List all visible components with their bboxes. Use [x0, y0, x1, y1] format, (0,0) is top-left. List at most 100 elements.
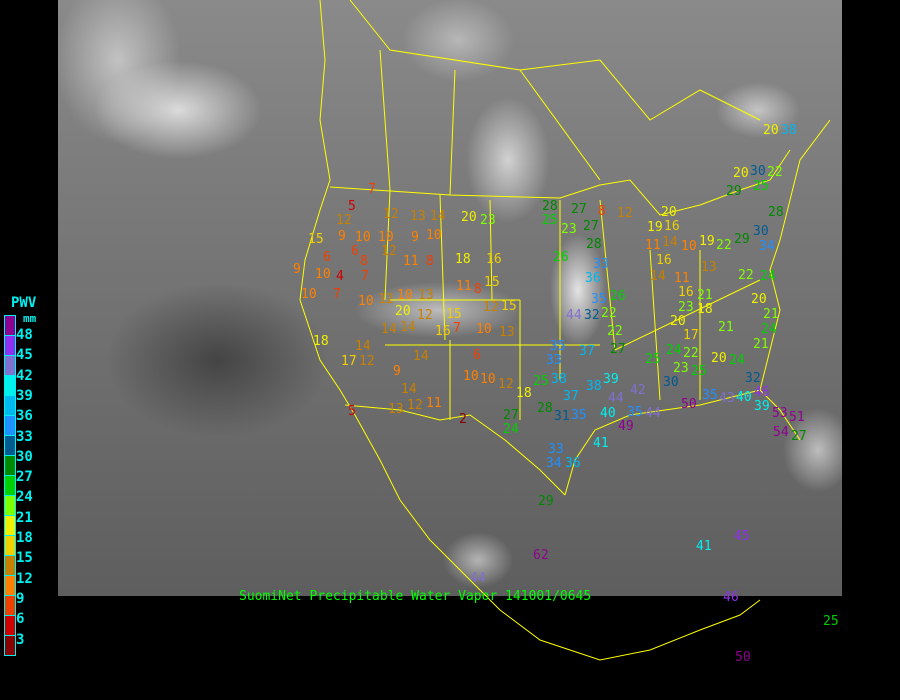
- station-pwv-value: 39: [754, 399, 770, 414]
- station-pwv-value: 27: [610, 342, 626, 357]
- station-pwv-value: 20: [670, 314, 686, 329]
- station-pwv-value: 20: [763, 123, 779, 138]
- station-pwv-value: 35: [550, 339, 566, 354]
- station-pwv-value: 24: [503, 422, 519, 437]
- color-scale-bar: [4, 315, 16, 656]
- station-pwv-value: 36: [565, 456, 581, 471]
- station-pwv-value: 14: [401, 382, 417, 397]
- station-pwv-value: 12: [336, 213, 352, 228]
- station-pwv-value: 11: [674, 271, 690, 286]
- station-pwv-value: 45: [734, 529, 750, 544]
- station-pwv-value: 12: [617, 206, 633, 221]
- legend-tick-label: 36: [16, 408, 33, 425]
- station-pwv-value: 13: [388, 402, 404, 417]
- station-pwv-value: 12: [381, 244, 397, 259]
- station-pwv-value: 37: [579, 344, 595, 359]
- station-pwv-value: 38: [551, 372, 567, 387]
- station-pwv-value: 14: [381, 322, 397, 337]
- station-pwv-value: 7: [368, 182, 376, 197]
- legend-tick-label: 12: [16, 570, 33, 587]
- station-pwv-value: 24: [666, 343, 682, 358]
- station-pwv-value: 12: [407, 398, 423, 413]
- station-pwv-value: 8: [426, 254, 434, 269]
- station-pwv-value: 6: [473, 348, 481, 363]
- station-pwv-value: 14: [430, 209, 446, 224]
- station-pwv-value: 25: [691, 364, 707, 379]
- us-canada-border: [329, 149, 791, 216]
- station-pwv-value: 44: [608, 391, 624, 406]
- legend-swatch: [5, 376, 15, 396]
- legend-tick-label: 27: [16, 469, 33, 486]
- station-pwv-value: 23: [678, 300, 694, 315]
- station-pwv-value: 46: [754, 385, 770, 400]
- station-pwv-value: 34: [759, 239, 775, 254]
- legend-swatch: [5, 316, 15, 336]
- legend-unit: mm: [23, 312, 37, 325]
- station-pwv-value: 10: [301, 287, 317, 302]
- station-pwv-value: 5: [348, 199, 356, 214]
- station-pwv-value: 54: [773, 425, 789, 440]
- station-pwv-value: 18: [697, 302, 713, 317]
- station-pwv-value: 29: [726, 184, 742, 199]
- station-pwv-value: 11: [426, 396, 442, 411]
- station-pwv-value: 11: [403, 254, 419, 269]
- station-pwv-value: 42: [630, 383, 646, 398]
- station-pwv-value: 4: [336, 269, 344, 284]
- station-pwv-value: 25: [823, 614, 839, 629]
- station-pwv-value: 26: [553, 250, 569, 265]
- station-pwv-value: 30: [753, 224, 769, 239]
- legend-tick-label: 42: [16, 367, 33, 384]
- station-pwv-value: 12: [378, 292, 394, 307]
- station-pwv-value: 8: [598, 204, 606, 219]
- station-pwv-value: 23: [561, 222, 577, 237]
- station-pwv-value: 24: [761, 322, 777, 337]
- station-pwv-value: 5: [348, 404, 356, 419]
- station-pwv-value: 11: [645, 238, 661, 253]
- station-pwv-value: 44: [470, 571, 486, 586]
- station-pwv-value: 36: [585, 271, 601, 286]
- legend-swatch: [5, 496, 15, 516]
- station-pwv-value: 27: [571, 202, 587, 217]
- station-pwv-value: 16: [486, 252, 502, 267]
- station-pwv-value: 10: [397, 288, 413, 303]
- station-pwv-value: 33: [593, 257, 609, 272]
- west-coastline: [299, 0, 761, 661]
- station-pwv-value: 6: [323, 250, 331, 265]
- legend-swatch: [5, 436, 15, 456]
- state-lines: [349, 0, 761, 420]
- station-pwv-value: 9: [393, 364, 401, 379]
- legend-tick-label: 6: [16, 611, 25, 628]
- station-pwv-value: 27: [583, 219, 599, 234]
- us-mexico-border: [344, 404, 566, 496]
- station-pwv-value: 14: [400, 320, 416, 335]
- legend-tick-label: 24: [16, 489, 33, 506]
- station-pwv-value: 10: [315, 267, 331, 282]
- legend-swatch: [5, 536, 15, 556]
- station-pwv-value: 25: [542, 213, 558, 228]
- legend-swatch: [5, 576, 15, 596]
- east-coast: [759, 119, 831, 391]
- legend-tick-label: 45: [16, 347, 33, 364]
- station-pwv-value: 37: [563, 389, 579, 404]
- station-pwv-value: 21: [753, 337, 769, 352]
- station-pwv-value: 8: [360, 254, 368, 269]
- station-pwv-value: 15: [501, 299, 517, 314]
- station-pwv-value: 25: [533, 374, 549, 389]
- station-pwv-value: 11: [456, 279, 472, 294]
- station-pwv-value: 38: [781, 123, 797, 138]
- station-pwv-value: 50: [735, 650, 751, 665]
- legend-swatch: [5, 356, 15, 376]
- station-pwv-value: 23: [480, 213, 496, 228]
- legend-swatch: [5, 456, 15, 476]
- gulf-coast: [564, 389, 801, 496]
- station-pwv-value: 15: [484, 275, 500, 290]
- legend-swatch: [5, 556, 15, 576]
- station-pwv-value: 20: [711, 351, 727, 366]
- legend-tick-label: 3: [16, 631, 25, 648]
- station-pwv-value: 22: [738, 268, 754, 283]
- station-pwv-value: 10: [426, 228, 442, 243]
- station-pwv-value: 16: [664, 219, 680, 234]
- station-pwv-value: 20: [395, 304, 411, 319]
- station-pwv-value: 32: [584, 308, 600, 323]
